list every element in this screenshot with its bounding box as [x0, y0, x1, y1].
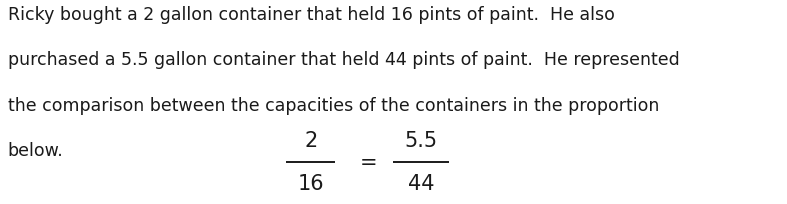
Text: 16: 16 — [297, 174, 324, 194]
Text: 5.5: 5.5 — [405, 131, 438, 151]
Text: =: = — [360, 153, 377, 173]
Text: 44: 44 — [408, 174, 434, 194]
Text: purchased a 5.5 gallon container that held 44 pints of paint.  He represented: purchased a 5.5 gallon container that he… — [8, 51, 680, 69]
Text: Ricky bought a 2 gallon container that held 16 pints of paint.  He also: Ricky bought a 2 gallon container that h… — [8, 6, 615, 24]
Text: the comparison between the capacities of the containers in the proportion: the comparison between the capacities of… — [8, 97, 660, 115]
Text: below.: below. — [8, 142, 64, 160]
Text: 2: 2 — [305, 131, 317, 151]
